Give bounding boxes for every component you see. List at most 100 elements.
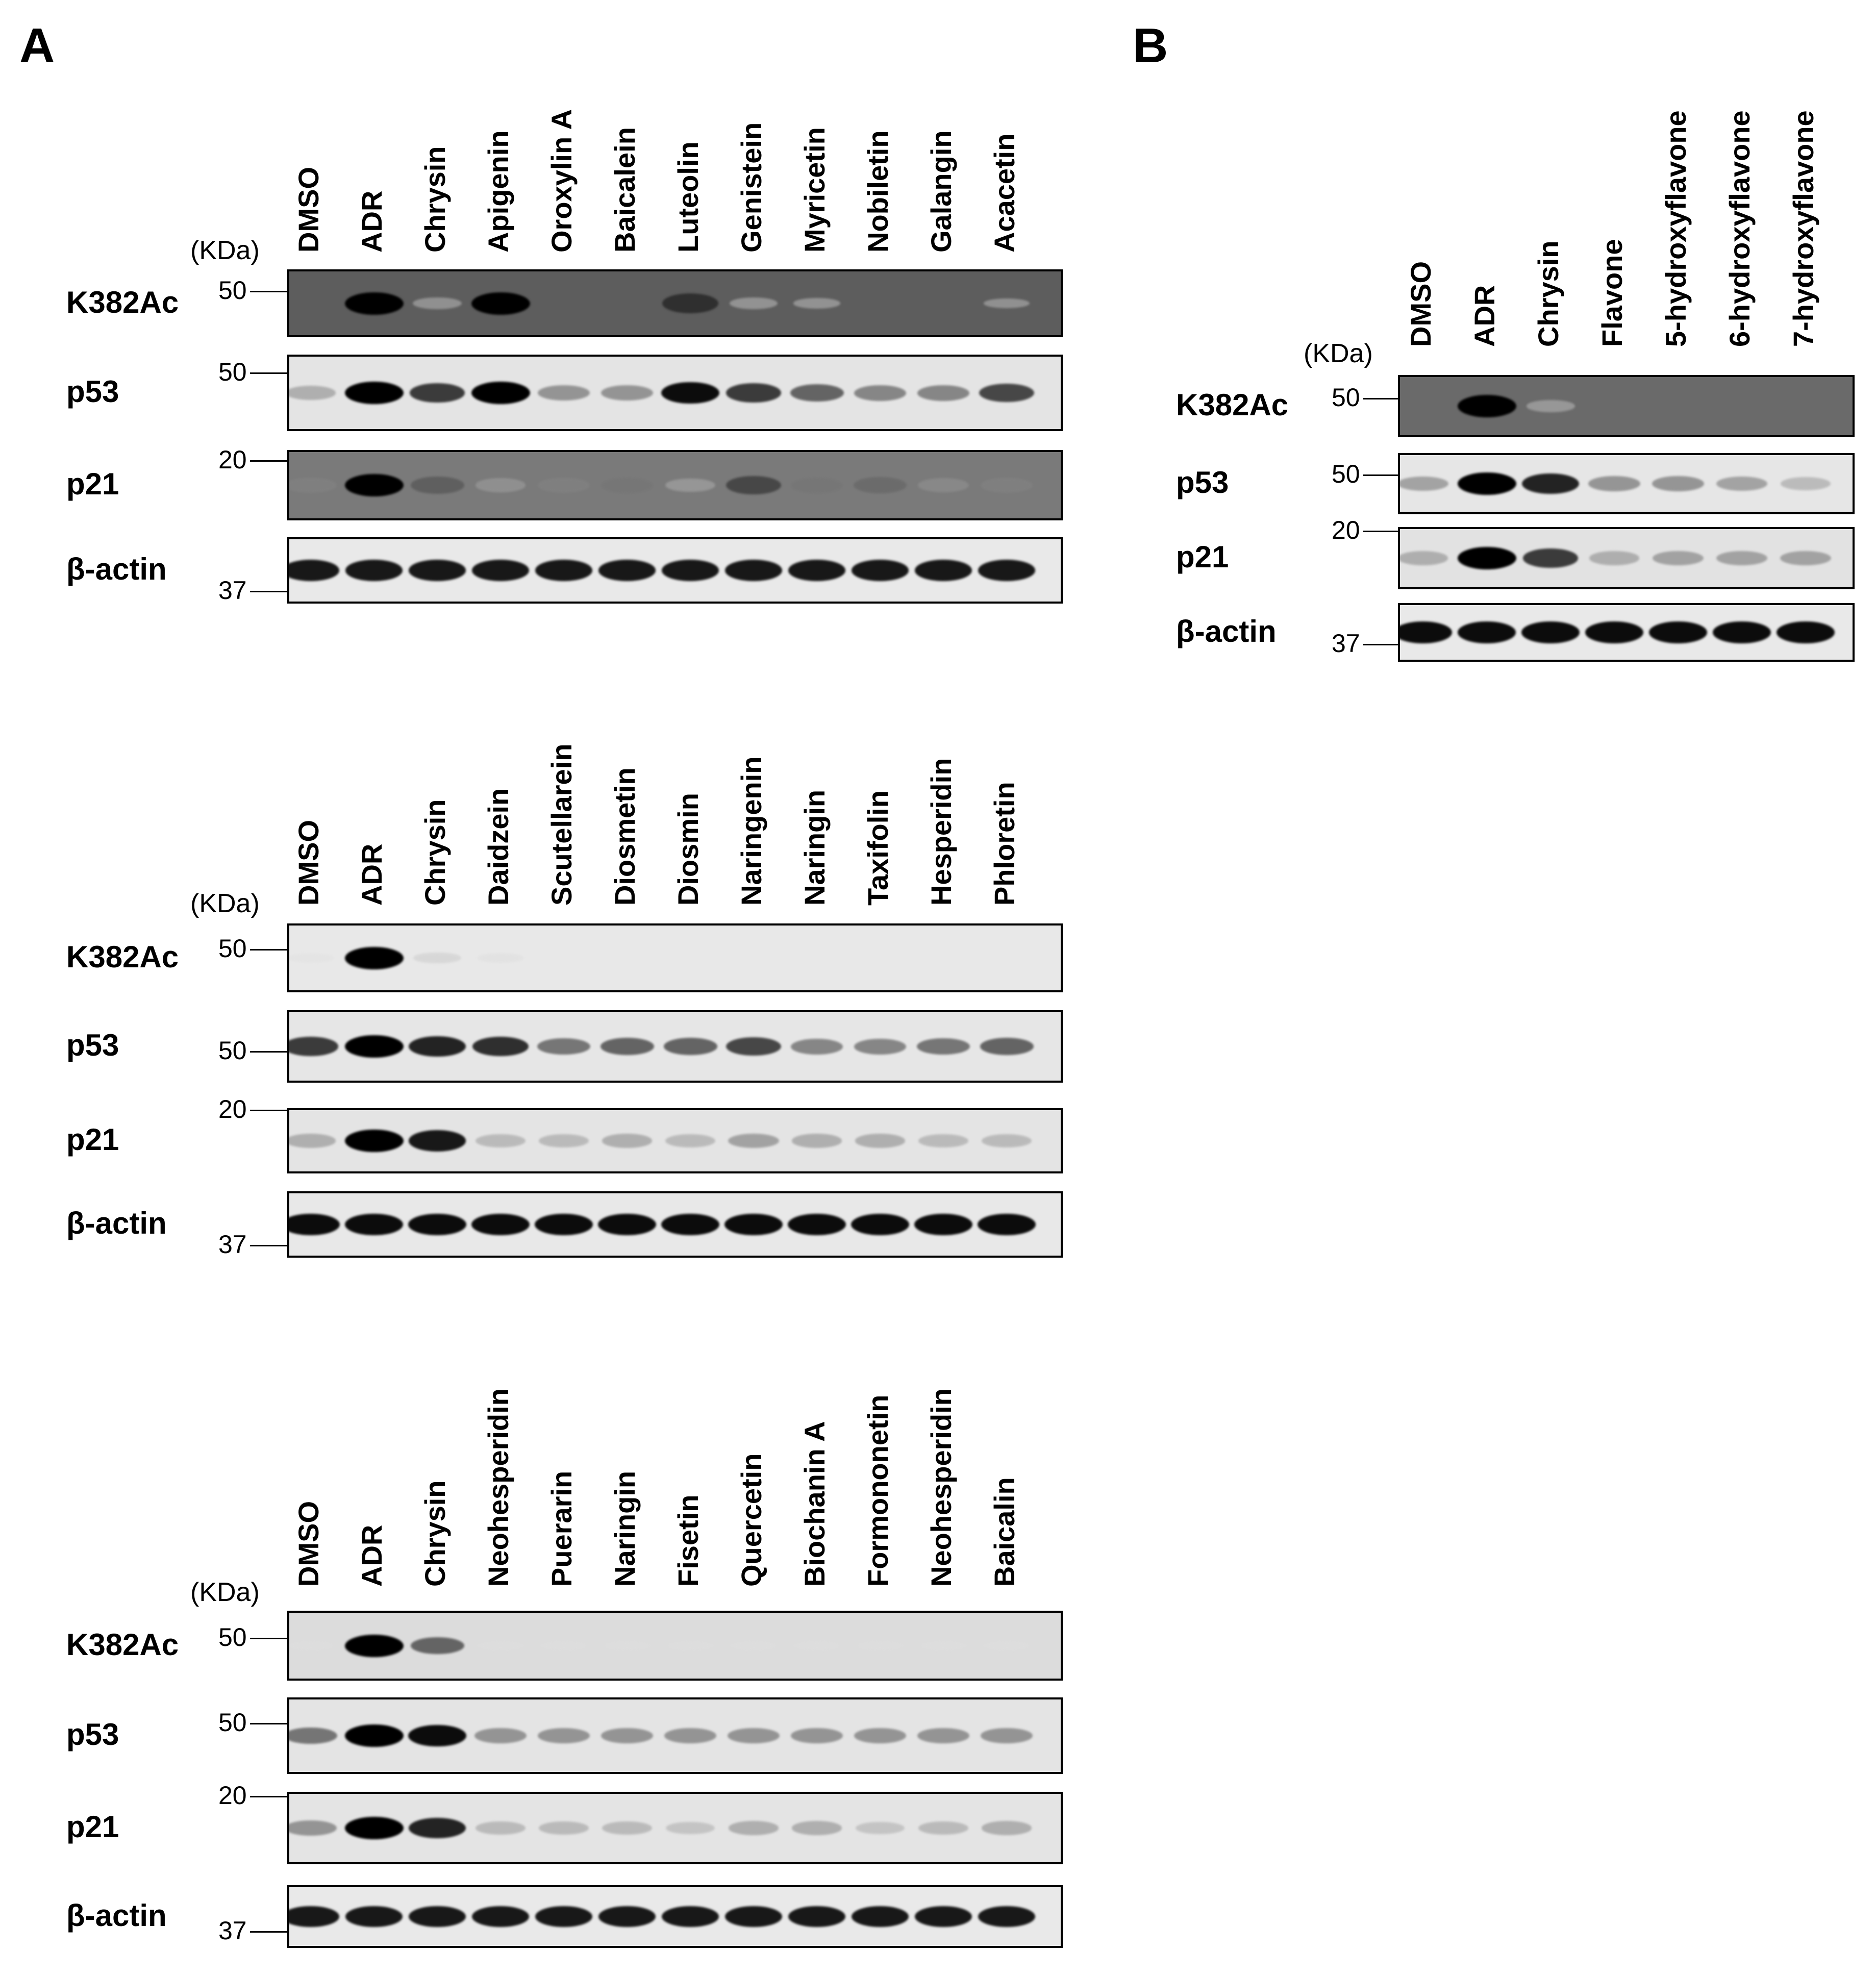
blot-strip [1398, 453, 1855, 514]
lane-label: Puerarin [545, 1470, 578, 1587]
mw-marker-label: 50 [1332, 383, 1360, 412]
mw-marker-tick [250, 372, 287, 374]
blot-band [289, 1640, 334, 1651]
blot-band [408, 1130, 466, 1152]
blot-band [791, 1134, 842, 1148]
blot-band [726, 383, 782, 403]
blot-band [788, 1906, 846, 1928]
lane-label: ADR [1468, 285, 1500, 347]
blot-band [289, 1727, 337, 1744]
blot-band [663, 1038, 717, 1055]
mw-marker-tick [250, 1245, 287, 1246]
blot-band [914, 1906, 972, 1928]
lane-label: ADR [356, 1524, 388, 1587]
lane-label: Hesperidin [925, 758, 957, 906]
blot-band [408, 1724, 466, 1747]
blot-band [1780, 551, 1831, 566]
blot-band [344, 382, 404, 404]
blot-row-label: p21 [66, 467, 119, 501]
blot-row-label: β-actin [1176, 614, 1277, 648]
blot-band [914, 1213, 972, 1236]
mw-marker-label: 20 [218, 445, 247, 474]
blot-band [471, 382, 530, 404]
lane-label: Naringin [798, 789, 831, 906]
blot-band [981, 478, 1033, 493]
lane-label: DMSO [292, 167, 324, 253]
blot-band [535, 1906, 593, 1928]
blot-row-label: p21 [66, 1810, 119, 1844]
blot-band [978, 1213, 1036, 1236]
blot-band [344, 1130, 404, 1152]
blot-band [604, 1640, 651, 1651]
blot-strip [287, 1697, 1063, 1774]
mw-marker-tick [1363, 398, 1398, 399]
blot-band [918, 478, 969, 493]
blot-band [851, 1213, 909, 1236]
mw-marker-label: 37 [218, 1916, 247, 1945]
blot-band [662, 293, 718, 313]
blot-strip [287, 1191, 1063, 1258]
blot-band [724, 1906, 783, 1928]
mw-marker-label: 37 [218, 1230, 247, 1259]
blot-band [854, 385, 907, 401]
blot-band [661, 1213, 719, 1236]
lane-label: Acacetin [988, 133, 1020, 253]
blot-band [344, 1634, 404, 1657]
blot-strip [287, 1885, 1063, 1948]
blot-band [344, 1035, 404, 1058]
blot-band [413, 952, 461, 964]
blot-band [790, 477, 843, 493]
kda-unit-label: (KDa) [190, 889, 260, 918]
blot-band [728, 1821, 779, 1835]
blot-band [788, 1213, 846, 1236]
mw-marker-label: 50 [218, 934, 247, 963]
mw-marker-tick [1363, 644, 1398, 645]
lane-label: 6-hydroxyflavone [1723, 110, 1756, 347]
lane-label: Chrysin [419, 146, 451, 253]
blot-band [345, 1213, 403, 1236]
mw-marker-tick [250, 949, 287, 951]
blot-band [920, 1640, 967, 1651]
blot-band [917, 385, 970, 401]
blot-band [664, 1728, 716, 1743]
panel-letter: B [1133, 18, 1168, 73]
blot-band [409, 383, 465, 403]
blot-band [602, 1134, 653, 1148]
blot-band [1588, 476, 1640, 491]
blot-band [661, 560, 719, 581]
blot-row-label: p53 [66, 374, 119, 409]
lane-label: Diosmin [672, 793, 704, 906]
blot-band [1716, 476, 1767, 491]
blot-band [1521, 621, 1580, 643]
blot-strip [1398, 603, 1855, 662]
blot-band [601, 385, 653, 401]
lane-label: ADR [356, 843, 388, 906]
mw-marker-tick [250, 291, 287, 292]
lane-label: Luteolin [672, 141, 704, 253]
lane-label: Naringin [609, 1470, 641, 1587]
blot-band [1400, 621, 1452, 643]
mw-marker-tick [250, 1796, 287, 1797]
blot-band [1585, 621, 1643, 643]
blot-strip [287, 450, 1063, 520]
blot-band [289, 1037, 339, 1056]
lane-label: Daidzein [482, 788, 514, 906]
blot-row-label: β-actin [66, 1206, 167, 1240]
kda-unit-label: (KDa) [190, 1578, 260, 1607]
blot-band [471, 1906, 530, 1928]
blot-band [598, 560, 656, 581]
lane-label: Flavone [1596, 239, 1628, 347]
blot-band [857, 1640, 904, 1651]
lane-label: Chrysin [419, 799, 451, 906]
lane-label: Baicalin [988, 1477, 1020, 1587]
panel-letter: A [19, 18, 55, 73]
blot-band [539, 1821, 589, 1835]
lane-label: Scutellarein [545, 743, 578, 906]
blot-band [1652, 476, 1704, 491]
lane-label: Neohesperidin [925, 1388, 957, 1587]
blot-band [471, 560, 530, 581]
blot-band [344, 946, 404, 969]
blot-band [854, 1038, 907, 1055]
blot-row-label: β-actin [66, 552, 167, 586]
mw-marker-label: 50 [218, 1623, 247, 1652]
